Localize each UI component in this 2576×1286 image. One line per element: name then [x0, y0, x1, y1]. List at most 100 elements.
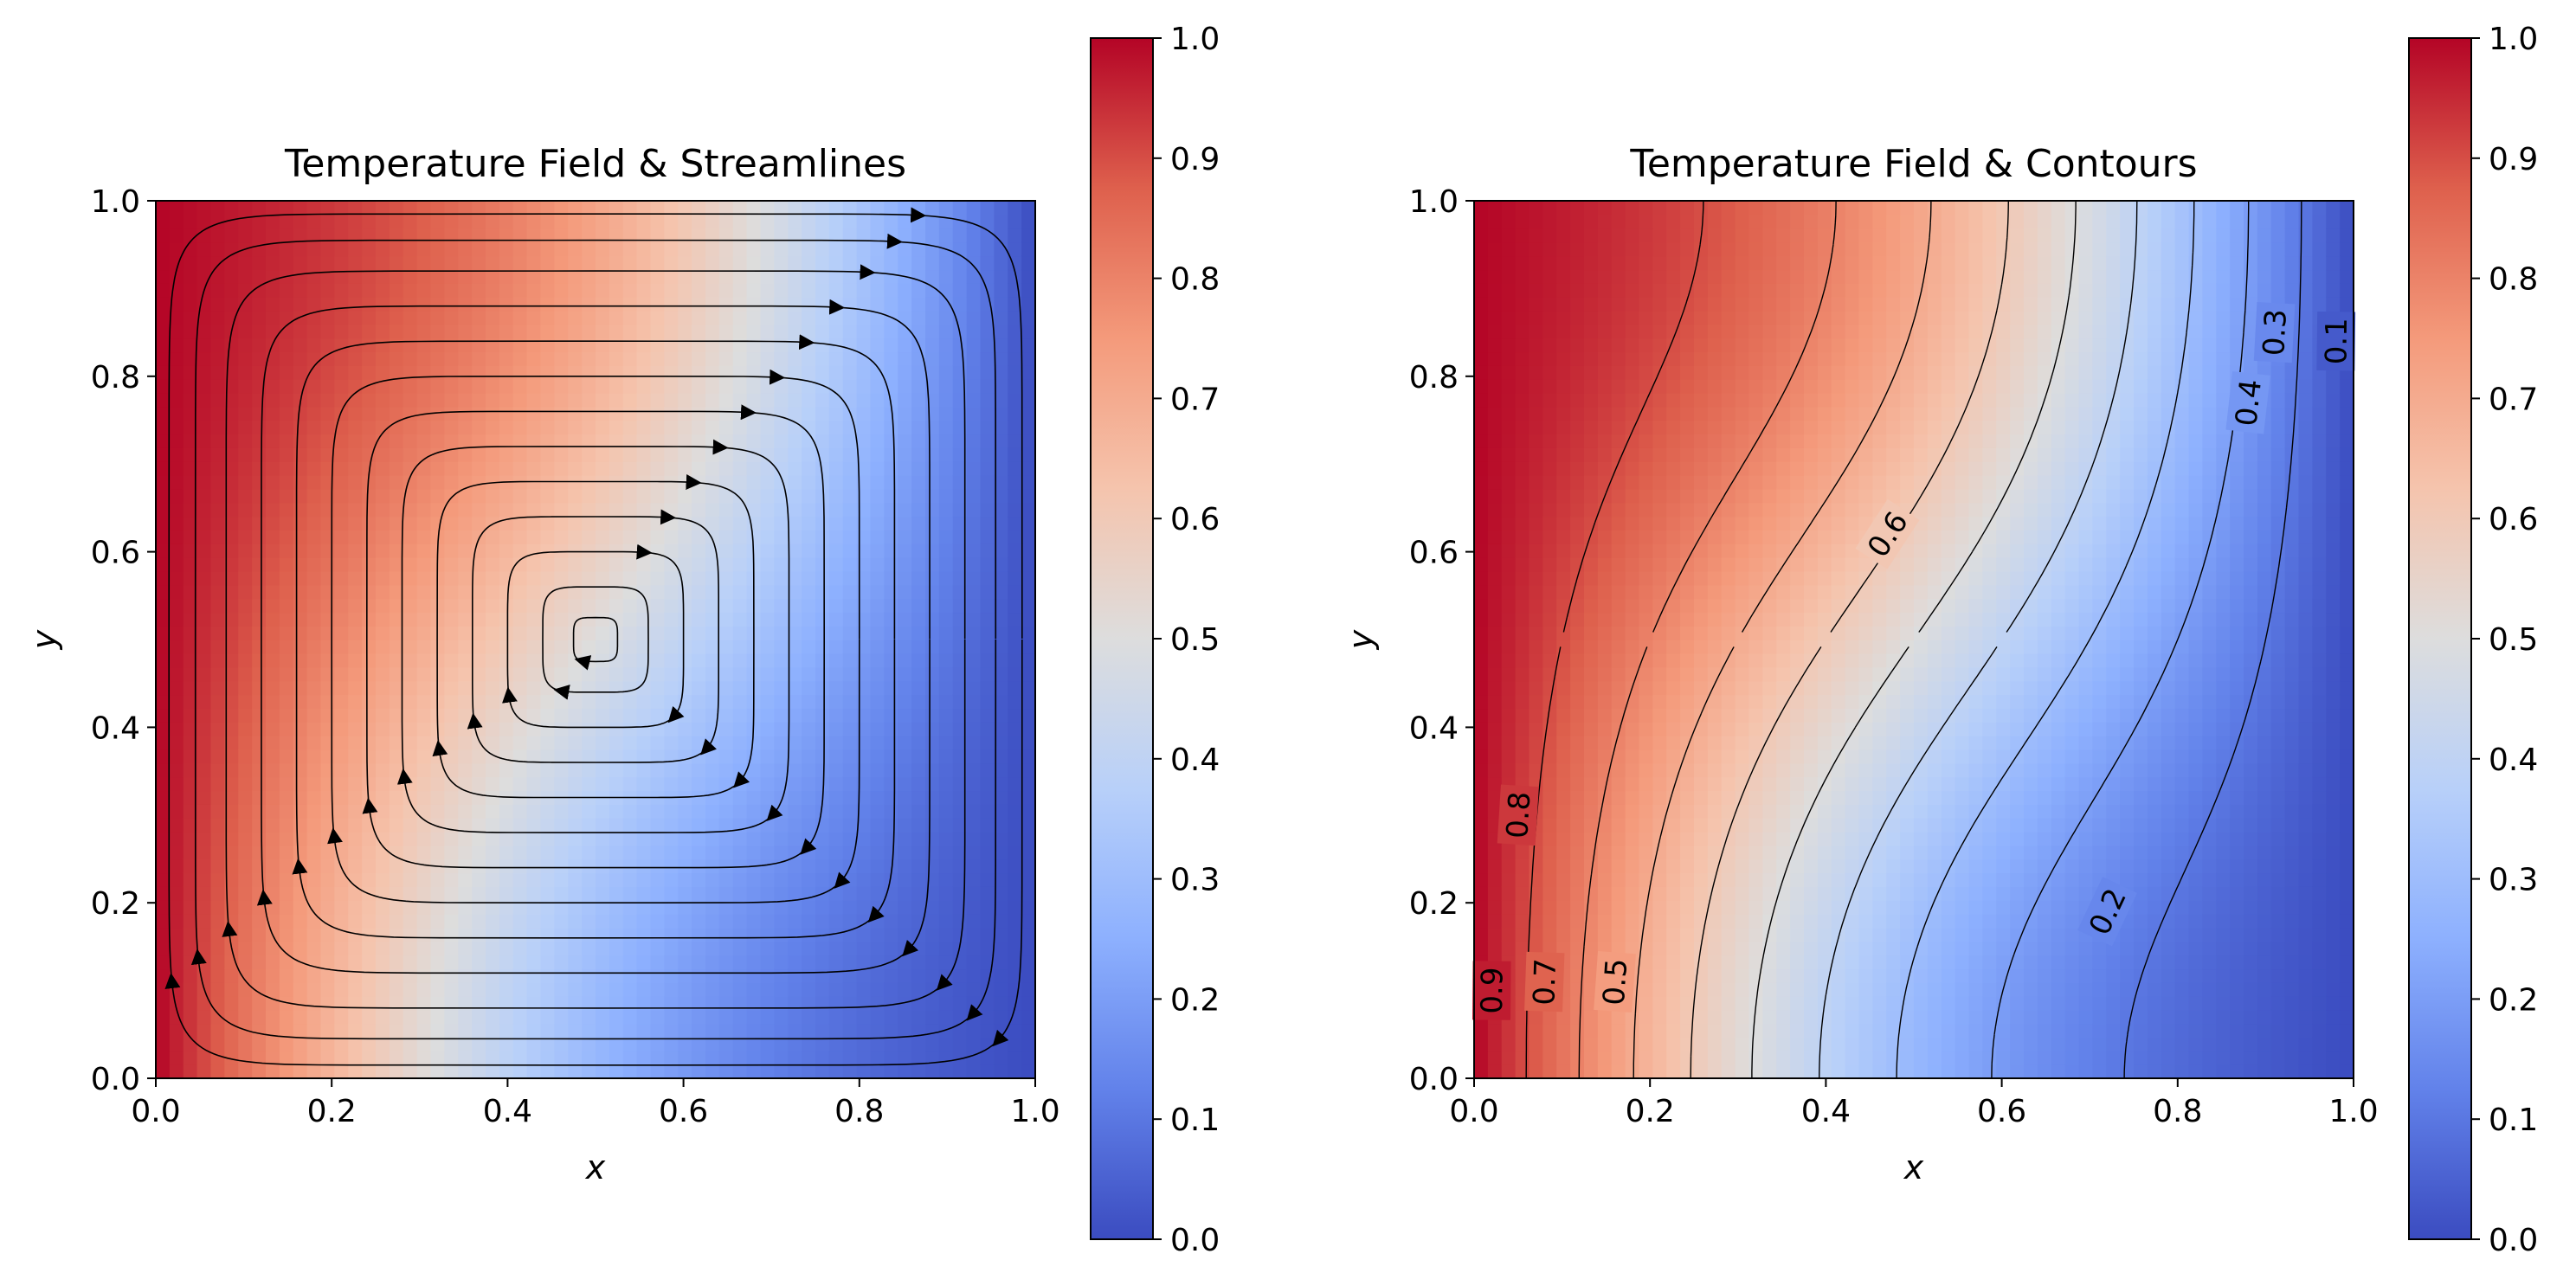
heatmap-cell: [1542, 461, 1558, 476]
heatmap-cell: [732, 749, 748, 764]
heatmap-cell: [252, 201, 267, 215]
heatmap-cell: [210, 804, 226, 819]
heatmap-cell: [169, 378, 184, 394]
heatmap-cell: [636, 447, 652, 462]
contours-panel: Temperature Field & Contours 0.90.80.7 0.…: [1342, 22, 2538, 1258]
heatmap-cell: [224, 338, 240, 353]
heatmap-cell: [252, 858, 267, 874]
heatmap-cell: [938, 626, 954, 640]
heatmap-cell: [279, 722, 294, 736]
heatmap-cell: [596, 420, 610, 435]
heatmap-cell: [183, 858, 198, 874]
heatmap-cell: [911, 694, 926, 710]
heatmap-cell: [650, 612, 666, 627]
heatmap-cell: [430, 324, 446, 339]
heatmap-cell: [196, 722, 212, 736]
heatmap-cell: [458, 900, 473, 915]
heatmap-cell: [430, 516, 446, 531]
heatmap-cell: [1570, 708, 1585, 723]
heatmap-cell: [196, 1051, 212, 1065]
heatmap-cell: [980, 324, 995, 339]
heatmap-cell: [760, 927, 776, 942]
heatmap-cell: [196, 872, 212, 887]
heatmap-cell: [1556, 900, 1571, 915]
heatmap-cell: [1008, 447, 1022, 462]
heatmap-cell: [1474, 214, 1489, 229]
heatmap-cell: [609, 872, 624, 887]
heatmap-cell: [1597, 365, 1613, 380]
heatmap-cell: [210, 762, 226, 778]
heatmap-cell: [1474, 434, 1489, 448]
heatmap-cell: [526, 516, 542, 531]
heatmap-cell: [760, 392, 776, 408]
heatmap-cell: [1515, 516, 1530, 531]
heatmap-cell: [1597, 776, 1613, 792]
heatmap-cell: [183, 694, 198, 710]
heatmap-cell: [444, 201, 460, 215]
heatmap-cell: [334, 612, 350, 627]
heatmap-cell: [362, 927, 377, 942]
heatmap-cell: [898, 434, 912, 448]
heatmap-cell: [210, 420, 226, 435]
heatmap-cell: [636, 955, 652, 970]
heatmap-cell: [512, 666, 528, 682]
heatmap-cell: [1611, 474, 1626, 490]
heatmap-cell: [582, 831, 596, 846]
heatmap-cell: [554, 584, 570, 600]
heatmap-cell: [196, 516, 212, 531]
heatmap-cell: [156, 502, 171, 518]
heatmap-cell: [402, 762, 418, 778]
heatmap-cell: [458, 1037, 473, 1052]
heatmap-cell: [774, 392, 789, 408]
heatmap-cell: [196, 201, 212, 215]
heatmap-cell: [472, 584, 486, 600]
heatmap-cell: [334, 790, 350, 805]
heatmap-cell: [678, 640, 692, 654]
heatmap-cell: [376, 488, 390, 504]
heatmap-cell: [622, 858, 638, 874]
heatmap-cell: [1474, 872, 1489, 887]
heatmap-cell: [183, 653, 198, 668]
heatmap-cell: [252, 351, 267, 366]
heatmap-cell: [1611, 1023, 1626, 1038]
heatmap-cell: [568, 228, 583, 243]
heatmap-cell: [1487, 845, 1503, 860]
heatmap-cell: [925, 968, 940, 983]
heatmap-cell: [362, 845, 377, 860]
heatmap-cell: [788, 488, 802, 504]
heatmap-cell: [416, 626, 432, 640]
heatmap-cell: [760, 790, 776, 805]
heatmap-cell: [952, 680, 968, 696]
heatmap-cell: [224, 434, 240, 448]
heatmap-cell: [1515, 735, 1530, 750]
heatmap-cell: [1501, 694, 1517, 710]
heatmap-cell: [760, 228, 776, 243]
heatmap-cell: [898, 900, 912, 915]
heatmap-cell: [306, 447, 322, 462]
heatmap-cell: [1597, 790, 1613, 805]
heatmap-cell: [1529, 1009, 1544, 1025]
heatmap-cell: [196, 502, 212, 518]
heatmap-cell: [609, 1037, 624, 1052]
heatmap-cell: [828, 762, 844, 778]
heatmap-cell: [664, 666, 679, 682]
heatmap-cell: [540, 214, 556, 229]
heatmap-cell: [582, 543, 596, 558]
heatmap-cell: [994, 955, 1009, 970]
heatmap-cell: [692, 831, 706, 846]
heatmap-cell: [842, 584, 858, 600]
heatmap-cell: [416, 680, 432, 696]
heatmap-cell: [856, 1023, 872, 1038]
heatmap-cell: [376, 941, 390, 956]
heatmap-cell: [416, 1051, 432, 1065]
heatmap-cell: [1597, 530, 1613, 544]
heatmap-cell: [306, 269, 322, 284]
heatmap-cell: [1556, 570, 1571, 586]
heatmap-cell: [1556, 392, 1571, 408]
heatmap-cell: [760, 434, 776, 448]
heatmap-cell: [802, 310, 816, 325]
heatmap-cell: [856, 406, 872, 421]
heatmap-cell: [718, 858, 734, 874]
heatmap-cell: [210, 612, 226, 627]
streamlines-panel: Temperature Field & Streamlines 0.0 0.2 0.…: [25, 22, 1220, 1258]
